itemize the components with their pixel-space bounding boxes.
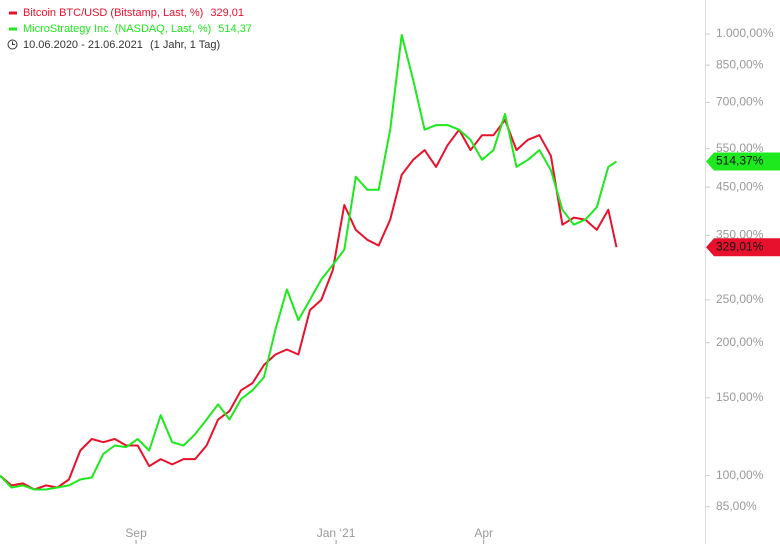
- y-tick-label: 100,00%: [716, 468, 764, 482]
- legend-label: Bitcoin BTC/USD (Bitstamp, Last, %): [23, 7, 203, 19]
- y-tick-label: 450,00%: [716, 179, 764, 193]
- clock-icon: [7, 39, 18, 50]
- end-badge: [706, 152, 780, 171]
- y-tick-label: 850,00%: [716, 57, 764, 71]
- plot: [0, 34, 618, 491]
- x-tick-label: Sep: [125, 526, 147, 540]
- legend-swatch: [9, 11, 17, 15]
- legend-value: 329,01: [210, 7, 244, 19]
- x-tick-label: Jan ‘21: [317, 526, 356, 540]
- end-label: 329,01%: [716, 239, 764, 253]
- y-tick-label: 200,00%: [716, 335, 764, 349]
- y-tick-label: 350,00%: [716, 228, 764, 242]
- legend-value: 514,37: [218, 23, 252, 35]
- series-line: [0, 118, 618, 491]
- y-tick-label: 1.000,00%: [716, 26, 774, 40]
- y-tick-label: 700,00%: [716, 95, 764, 109]
- clock-hands: [12, 41, 15, 45]
- y-tick-label: 85,00%: [716, 499, 757, 513]
- legend-label: MicroStrategy Inc. (NASDAQ, Last, %): [23, 23, 211, 35]
- y-tick-label: 150,00%: [716, 390, 764, 404]
- y-tick-label: 250,00%: [716, 292, 764, 306]
- y-tick-label: 550,00%: [716, 141, 764, 155]
- legend: 10.06.2020 - 21.06.2021 (1 Jahr, 1 Tag) …: [7, 7, 252, 51]
- period-length: (1 Jahr, 1 Tag): [150, 39, 220, 51]
- series-line: [0, 34, 618, 491]
- period: 10.06.2020 - 21.06.2021: [23, 39, 143, 51]
- end-label: 514,37%: [716, 154, 764, 168]
- end-badge: [706, 238, 780, 257]
- legend-swatch: [9, 27, 17, 31]
- x-tick-label: Apr: [474, 526, 493, 540]
